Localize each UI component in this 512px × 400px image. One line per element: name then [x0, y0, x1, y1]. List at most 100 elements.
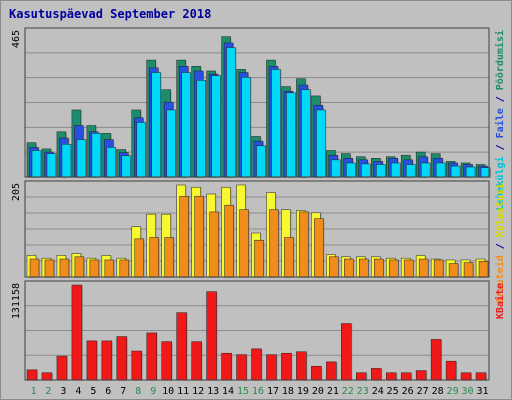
top-bar-Lehekülgi-19: [301, 89, 311, 178]
top-panel-border: [24, 27, 490, 178]
bottom-bar-KBaite-22: [341, 323, 352, 381]
x-tick-label-10: 10: [162, 386, 174, 397]
x-tick-label-28: 28: [432, 386, 444, 397]
x-tick-label-8: 8: [135, 386, 141, 397]
x-tick-label-5: 5: [90, 386, 96, 397]
top-bar-Lehekülgi-24: [376, 164, 386, 178]
top-bar-Lehekülgi-29: [450, 165, 461, 178]
top-bar-Lehekülgi-15: [241, 76, 251, 178]
bottom-bar-KBaite-6: [101, 340, 113, 381]
middle-legend-part: Arvuteid: [494, 255, 506, 303]
top-legend-part: Faile: [494, 108, 506, 138]
top-bar-Lehekülgi-27: [420, 162, 431, 178]
middle-legend-part: Külastusi: [494, 183, 506, 237]
middle-panel-border: [24, 180, 490, 278]
x-tick-label-18: 18: [282, 386, 294, 397]
middle-axis-legend: Arvuteid / Külastusi: [494, 183, 506, 303]
x-tick-label-9: 9: [150, 386, 156, 397]
top-bar-Lehekülgi-14: [226, 47, 236, 178]
top-bar-Lehekülgi-21: [331, 159, 341, 178]
bottom-bar-KBaite-25: [385, 372, 397, 381]
middle-bar-Arvuteid-30: [463, 262, 474, 278]
x-tick-label-16: 16: [252, 386, 264, 397]
bottom-bar-KBaite-5: [86, 340, 98, 381]
top-bar-Lehekülgi-7: [121, 155, 132, 178]
top-bar-Lehekülgi-18: [286, 92, 296, 178]
top-legend-part: Lehekülgi: [494, 156, 506, 210]
bottom-bar-KBaite-30: [460, 372, 472, 381]
top-bar-Lehekülgi-17: [271, 69, 281, 178]
top-axis-legend: Lehekülgi / Faile / Pöördumisi: [494, 30, 506, 211]
bottom-bar-KBaite-7: [116, 336, 128, 381]
middle-bar-Arvuteid-27: [418, 258, 429, 278]
middle-bar-Arvuteid-15: [239, 209, 249, 278]
bottom-bar-KBaite-21: [326, 361, 337, 381]
middle-bar-Arvuteid-23: [359, 258, 369, 278]
x-tick-label-11: 11: [177, 386, 189, 397]
middle-bar-Arvuteid-6: [104, 259, 115, 278]
middle-bar-Arvuteid-5: [89, 259, 100, 278]
bottom-bar-KBaite-12: [191, 341, 202, 381]
bottom-bar-KBaite-20: [311, 365, 322, 381]
top-bar-Lehekülgi-1: [31, 150, 42, 178]
top-bar-Lehekülgi-23: [361, 163, 371, 178]
x-tick-label-31: 31: [476, 386, 488, 397]
bottom-panel-border: [24, 280, 490, 381]
bottom-bar-KBaite-14: [221, 352, 232, 381]
x-tick-label-17: 17: [267, 386, 279, 397]
top-bar-Lehekülgi-30: [465, 166, 476, 178]
bottom-bar-KBaite-1: [26, 369, 38, 381]
middle-bar-Arvuteid-17: [269, 209, 279, 278]
x-tick-label-23: 23: [357, 386, 369, 397]
x-tick-label-2: 2: [45, 386, 51, 397]
middle-bar-Arvuteid-25: [388, 259, 399, 278]
middle-bar-Arvuteid-18: [284, 237, 294, 278]
bottom-bar-KBaite-26: [400, 372, 412, 381]
x-tick-label-22: 22: [342, 386, 354, 397]
x-tick-label-15: 15: [237, 386, 249, 397]
x-tick-label-6: 6: [105, 386, 111, 397]
bottom-bar-KBaite-10: [161, 341, 172, 381]
bottom-bar-KBaite-9: [146, 332, 157, 381]
middle-bar-Arvuteid-14: [224, 204, 234, 278]
x-tick-label-1: 1: [30, 386, 36, 397]
bottom-bar-KBaite-4: [71, 284, 83, 381]
x-tick-label-26: 26: [402, 386, 414, 397]
bottom-bar-KBaite-27: [415, 370, 427, 381]
x-tick-label-13: 13: [207, 386, 219, 397]
middle-bar-Arvuteid-12: [194, 195, 204, 278]
middle-bar-Arvuteid-9: [149, 237, 159, 278]
x-tick-label-29: 29: [447, 386, 459, 397]
top-bar-Lehekülgi-12: [196, 80, 206, 178]
bottom-max-label: 131158: [11, 283, 22, 319]
top-bar-Lehekülgi-3: [61, 144, 72, 178]
top-bar-Lehekülgi-22: [346, 162, 356, 178]
chart-title: Kasutuspäevad September 2018: [9, 7, 212, 21]
bottom-bar-KBaite-13: [206, 291, 217, 381]
top-legend-part: /: [495, 138, 506, 156]
middle-bar-Arvuteid-2: [44, 259, 55, 278]
top-bar-Lehekülgi-10: [166, 109, 176, 178]
top-bar-Lehekülgi-6: [106, 147, 117, 178]
top-bar-Lehekülgi-11: [181, 72, 191, 178]
middle-bar-Arvuteid-29: [448, 263, 459, 278]
middle-legend-part: /: [495, 237, 506, 255]
x-tick-label-3: 3: [60, 386, 66, 397]
top-bar-Lehekülgi-4: [76, 139, 87, 178]
middle-bar-Arvuteid-19: [299, 211, 309, 278]
bottom-bar-KBaite-24: [371, 368, 382, 381]
bottom-bar-KBaite-3: [56, 355, 68, 381]
x-tick-label-12: 12: [192, 386, 204, 397]
bottom-bar-KBaite-17: [266, 354, 277, 381]
x-tick-label-7: 7: [120, 386, 126, 397]
top-max-label: 465: [11, 30, 22, 48]
top-bar-Lehekülgi-2: [46, 153, 57, 178]
middle-bar-Arvuteid-3: [59, 258, 70, 278]
bottom-bar-KBaite-11: [176, 312, 187, 381]
top-bar-Lehekülgi-16: [256, 145, 266, 178]
middle-bar-Arvuteid-28: [433, 259, 444, 278]
middle-bar-Arvuteid-10: [164, 237, 174, 278]
top-bar-Lehekülgi-9: [151, 72, 161, 178]
